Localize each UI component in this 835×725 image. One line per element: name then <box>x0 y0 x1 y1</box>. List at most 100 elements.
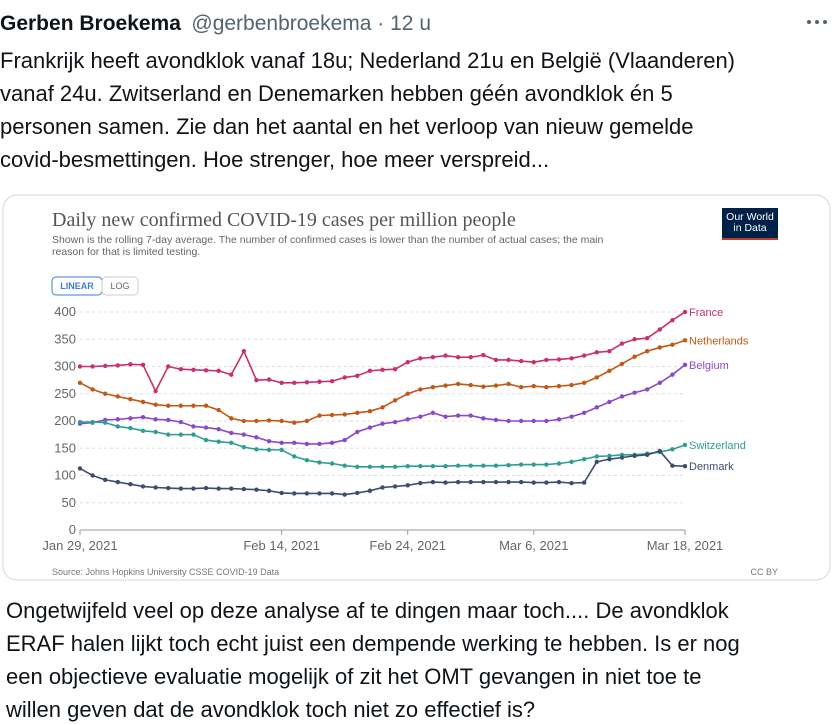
data-point <box>392 464 398 469</box>
data-point <box>619 394 625 399</box>
data-point <box>493 383 499 388</box>
reply-text: Ongetwijfeld veel op deze analyse af te … <box>6 598 730 623</box>
button-label: LOG <box>110 281 129 291</box>
data-point <box>279 418 284 424</box>
data-point <box>342 437 347 443</box>
data-point <box>304 458 310 463</box>
data-point <box>103 477 108 483</box>
x-tick-label: Feb 24, 2021 <box>369 538 446 553</box>
data-point <box>506 418 511 424</box>
data-point <box>317 460 322 465</box>
data-point <box>279 440 284 445</box>
data-point <box>304 380 310 385</box>
data-point <box>279 490 284 496</box>
data-point <box>191 403 196 408</box>
data-point <box>153 402 158 407</box>
data-point <box>191 486 196 491</box>
data-point <box>317 379 322 384</box>
data-point <box>216 486 221 491</box>
data-point <box>443 480 448 485</box>
license: CC BY <box>750 567 778 577</box>
data-point <box>266 447 272 453</box>
y-tick-label: 100 <box>54 468 76 483</box>
data-point <box>544 418 549 424</box>
data-point <box>632 453 637 459</box>
data-point <box>292 491 297 496</box>
data-point <box>468 382 473 388</box>
data-point <box>405 359 410 365</box>
data-point <box>342 412 347 417</box>
data-point <box>203 485 209 491</box>
data-point <box>544 385 549 390</box>
data-point <box>392 419 398 425</box>
media-card[interactable] <box>2 194 831 581</box>
data-point <box>418 480 423 486</box>
data-point <box>254 377 259 383</box>
data-point <box>518 479 524 485</box>
data-point <box>619 361 625 366</box>
data-point <box>203 437 209 443</box>
x-tick-label: Mar 18, 2021 <box>647 538 724 553</box>
data-point <box>178 403 184 408</box>
data-point <box>506 357 511 363</box>
data-point <box>518 385 524 390</box>
data-point <box>241 418 247 424</box>
data-point <box>430 464 436 469</box>
data-point <box>493 479 499 485</box>
data-point <box>430 479 436 485</box>
author-meta: @gerbenbroekema · 12 u <box>191 12 431 35</box>
data-point <box>90 419 95 425</box>
data-point <box>254 418 259 424</box>
data-point <box>342 463 347 468</box>
data-point <box>594 375 599 380</box>
data-point <box>556 357 562 362</box>
data-point <box>581 410 587 416</box>
data-point <box>493 463 499 468</box>
data-point <box>632 390 637 395</box>
data-point <box>405 464 410 469</box>
logo <box>722 208 778 240</box>
data-point <box>657 327 662 332</box>
data-point <box>468 413 473 418</box>
data-point <box>191 424 196 429</box>
chart-subtitle: Shown is the rolling 7-day average. The … <box>52 234 604 246</box>
data-point <box>203 425 209 430</box>
data-point <box>367 425 373 430</box>
data-point <box>153 388 158 394</box>
data-point <box>153 417 158 422</box>
data-point <box>329 461 335 466</box>
data-point <box>77 419 83 425</box>
data-point <box>279 447 284 453</box>
data-point <box>594 454 599 459</box>
data-point <box>569 459 574 465</box>
data-point <box>430 385 436 390</box>
y-tick-label: 0 <box>69 522 76 537</box>
data-point <box>607 349 612 354</box>
data-point <box>418 414 423 419</box>
data-point <box>115 363 121 368</box>
y-tick-label: 50 <box>62 495 76 510</box>
y-tick-label: 350 <box>54 331 76 346</box>
data-point <box>355 410 360 416</box>
data-point <box>367 488 373 493</box>
series-label: Belgium <box>689 360 729 372</box>
x-tick-label: Mar 6, 2021 <box>499 538 568 553</box>
data-point <box>455 413 461 418</box>
data-point <box>644 335 650 341</box>
data-point <box>191 367 196 372</box>
log-button[interactable] <box>101 276 139 296</box>
data-point <box>619 341 625 346</box>
data-point <box>254 447 259 452</box>
data-point <box>292 440 297 445</box>
chart-title: Daily new confirmed COVID-19 cases per m… <box>52 209 516 231</box>
data-point <box>216 368 221 374</box>
data-point <box>594 405 599 410</box>
data-point <box>581 353 587 358</box>
data-point <box>468 463 473 468</box>
data-point <box>178 419 184 425</box>
author-name[interactable]: Gerben Broekema <box>0 12 181 35</box>
data-point <box>581 456 587 462</box>
more-menu[interactable] <box>807 20 827 24</box>
data-point <box>241 349 247 354</box>
data-point <box>241 432 247 437</box>
